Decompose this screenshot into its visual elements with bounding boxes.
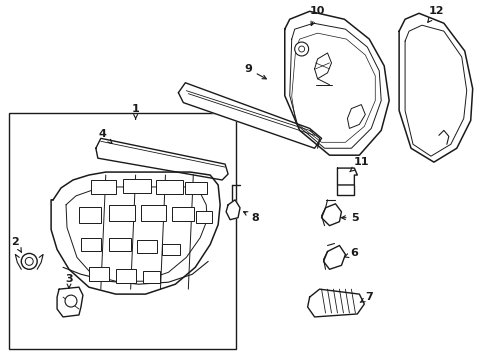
Polygon shape <box>51 172 220 294</box>
Text: 8: 8 <box>243 212 258 223</box>
Bar <box>108 205 134 221</box>
Text: 4: 4 <box>99 129 112 144</box>
Bar <box>136 239 156 253</box>
Bar <box>89 267 108 281</box>
Circle shape <box>21 253 37 269</box>
Bar <box>185 182 207 194</box>
Polygon shape <box>337 168 357 185</box>
Bar <box>142 271 160 283</box>
Circle shape <box>294 42 308 56</box>
Text: 7: 7 <box>360 292 372 302</box>
Bar <box>79 207 101 223</box>
Bar <box>108 238 130 251</box>
Text: 11: 11 <box>349 157 368 172</box>
Polygon shape <box>398 13 472 162</box>
Polygon shape <box>307 289 364 317</box>
Bar <box>196 211 212 223</box>
Polygon shape <box>96 138 227 180</box>
Polygon shape <box>225 200 240 220</box>
Text: 10: 10 <box>309 6 325 26</box>
Text: 9: 9 <box>244 64 266 79</box>
Text: 1: 1 <box>131 104 139 119</box>
Text: 3: 3 <box>65 274 73 288</box>
Bar <box>141 205 166 221</box>
Bar <box>122 179 150 193</box>
Text: 6: 6 <box>344 248 358 258</box>
Bar <box>9 113 236 349</box>
Polygon shape <box>178 83 321 148</box>
Bar <box>162 243 180 255</box>
Bar <box>116 269 135 283</box>
Bar <box>172 207 194 221</box>
Polygon shape <box>321 204 341 226</box>
Polygon shape <box>323 246 345 269</box>
Text: 5: 5 <box>341 213 359 223</box>
Polygon shape <box>284 11 388 155</box>
Bar <box>91 180 116 194</box>
Text: 12: 12 <box>427 6 444 22</box>
Text: 2: 2 <box>11 237 21 252</box>
Bar <box>81 238 101 251</box>
Polygon shape <box>346 105 365 129</box>
Circle shape <box>25 257 33 265</box>
Polygon shape <box>314 53 331 79</box>
Circle shape <box>65 295 77 307</box>
Polygon shape <box>57 287 83 317</box>
Bar <box>155 180 183 194</box>
Circle shape <box>298 46 304 52</box>
